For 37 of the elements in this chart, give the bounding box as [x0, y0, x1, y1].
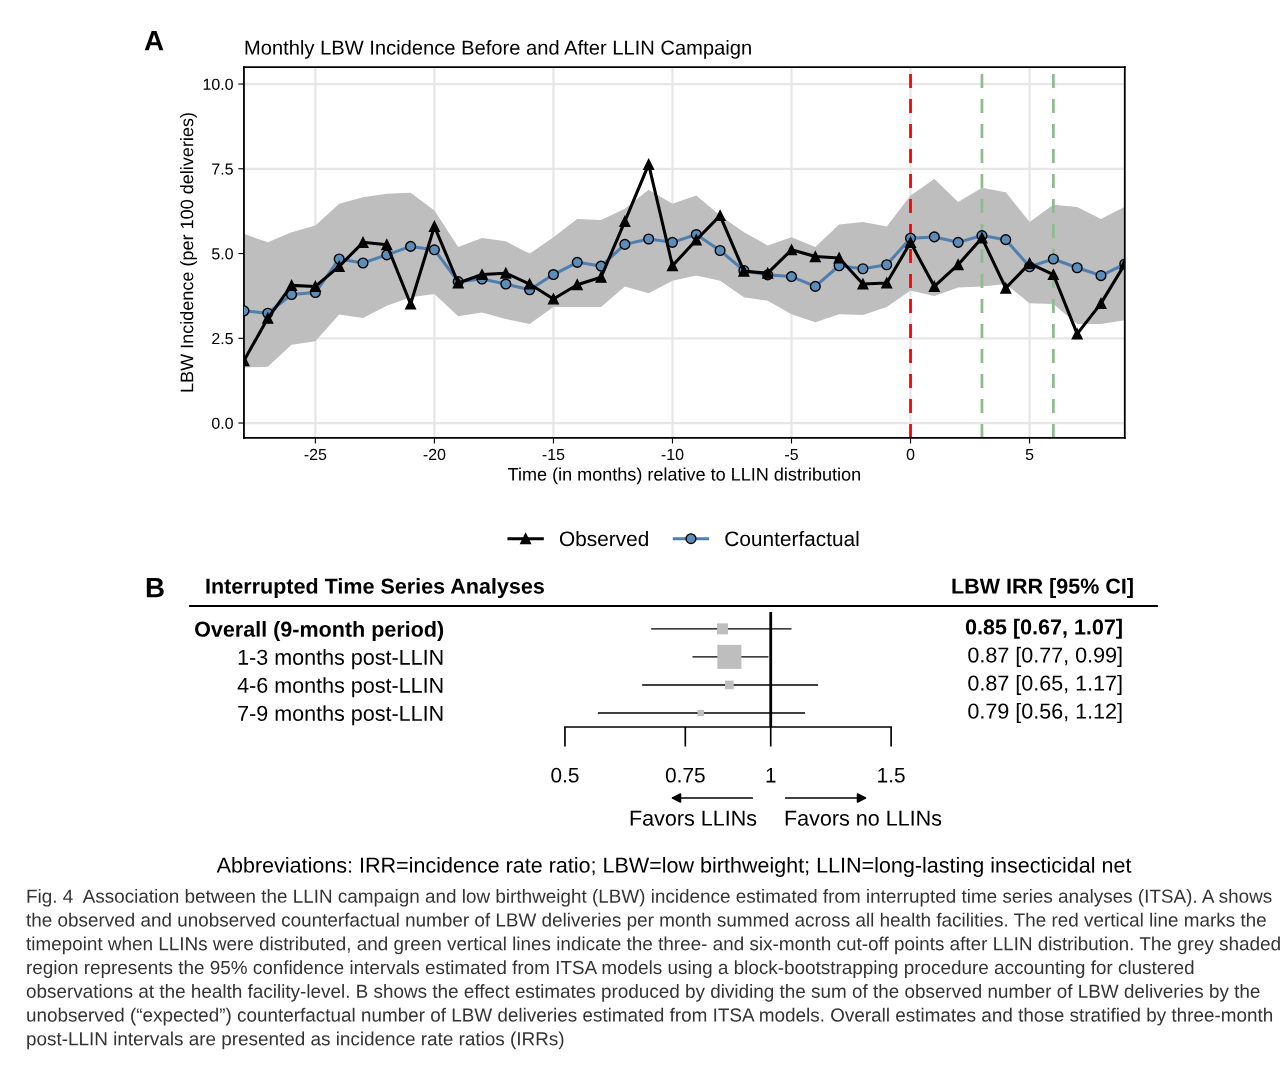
data-label: 0.85 [0.67, 1.07] — [965, 618, 1122, 639]
text: LBW IRR [95% CI] — [952, 577, 1133, 599]
text: Abbreviations: IRR=incidence rate ratio; LBW=low birthweight; LLIN=long-lasting insecticidal net — [216, 856, 1132, 878]
text: B — [146, 578, 164, 598]
x-tick-label: -25 — [304, 448, 327, 461]
y-tick-label: 10.0 — [203, 78, 233, 90]
x-tick-label: 0.5 — [551, 767, 579, 783]
x-tick-label: -5 — [785, 448, 798, 461]
x-tick-label: 0.75 — [665, 767, 705, 783]
y-tick-label: 1-3 months post-LLIN — [238, 649, 443, 670]
x-tick-label: 1 — [766, 768, 776, 783]
text: Favors LLINs — [630, 810, 757, 826]
text: A — [144, 31, 164, 51]
y-tick-label: 4-6 months post-LLIN — [237, 677, 443, 698]
x-tick-label: -15 — [542, 448, 565, 461]
data-label: 0.87 [0.65, 1.17] — [968, 674, 1122, 695]
y-tick-label: 7-9 months post-LLIN — [238, 705, 443, 726]
y-tick-label: Overall (9-month period) — [195, 621, 444, 642]
data-label: 0.87 [0.77, 0.99] — [968, 646, 1122, 667]
y-tick-label: 7.5 — [212, 163, 233, 175]
chart-title: Monthly LBW Incidence Before and After LLIN Campaign — [245, 39, 751, 59]
x-tick-label: -10 — [661, 448, 684, 461]
text: Favors no LLINs — [785, 810, 942, 826]
x-tick-label: 5 — [1025, 448, 1034, 461]
y-axis-title: LBW Incidence (per 100 deliveries) — [180, 113, 197, 392]
data-label: 0.79 [0.56, 1.12] — [968, 702, 1122, 724]
y-tick-label: 0.0 — [211, 417, 233, 429]
y-tick-label: 5.0 — [211, 248, 233, 260]
legend-label: Counterfactual — [725, 530, 859, 547]
text: Interrupted Time Series Analyses — [206, 577, 544, 599]
x-axis-title: Time (in months) relative to LLIN distribution — [508, 467, 860, 485]
legend-label: Observed — [559, 530, 648, 547]
caption: Fig. 4 Association between the LLIN campaign and low birthweight (LBW) incidence estimated from interrupted time series analyses (ITSA). A shows the observed and unobserved counterfactual number of LBW deliveries per month summed across all health facilities. The red vertical line marks the timepoint when LLINs were distributed, and green vertical lines indicate the three- and six-month cut-off points after LLIN distribution. The grey shaded region represents the 95% confidence intervals estimated from ITSA models using a block-bootstrapping procedure accounting for clustered observations at the health facility-level. B shows the effect estimates produced by dividing the sum of the observed number of LBW deliveries by the unobserved (“expected”) counterfactual number of LBW deliveries estimated from ITSA models. Overall estimates and those stratified by three-month post-LLIN intervals are presented as incidence rate ratios (IRRs) — [26, 889, 1280, 1050]
x-tick-label: 0 — [906, 448, 915, 461]
x-tick-label: 1.5 — [878, 768, 905, 783]
y-tick-label: 2.5 — [212, 332, 233, 345]
x-tick-label: -20 — [423, 448, 446, 461]
